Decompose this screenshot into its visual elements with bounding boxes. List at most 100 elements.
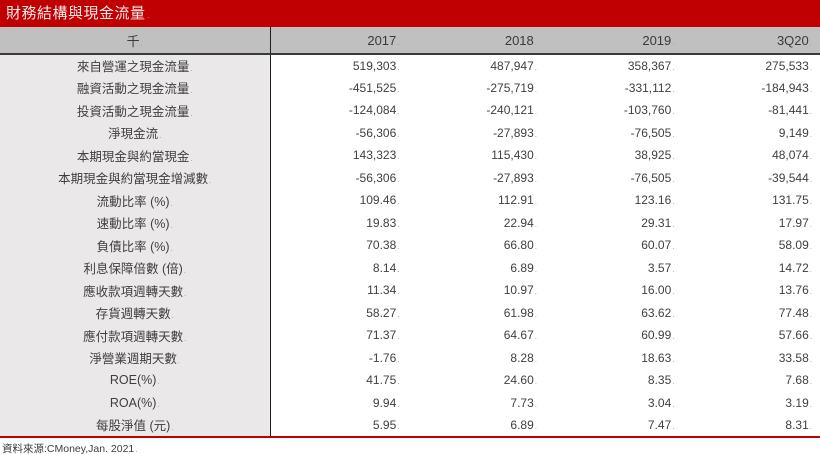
- cell-value: -56,306: [270, 121, 408, 144]
- cell-value: 16.00: [545, 279, 683, 302]
- table-header: 千 2017 2018 2019 3Q20: [0, 27, 820, 55]
- row-label: 流動比率 (%): [0, 189, 271, 212]
- table-row: 利息保障倍數 (倍)8.146.893.5714.72: [0, 256, 820, 279]
- cell-value: -81,441: [682, 99, 820, 122]
- cell-value: 7.73: [407, 391, 545, 414]
- cell-value: 3.57: [545, 256, 683, 279]
- cell-value: 17.97: [682, 211, 820, 234]
- source-note: 資料來源:CMoney,Jan. 2021: [0, 438, 820, 454]
- cell-value: 22.94: [407, 211, 545, 234]
- cell-value: 112.91: [407, 189, 545, 212]
- table-row: 本期現金與約當現金增減數-56,306-27,893-76,505-39,544: [0, 166, 820, 189]
- table-row: 每股淨值 (元)5.956.897.478.31: [0, 414, 820, 437]
- cell-value: 6.89: [407, 256, 545, 279]
- row-label: 投資活動之現金流量: [0, 99, 271, 122]
- cell-value: -451,525: [270, 76, 408, 99]
- row-label: 淨營業週期天數: [0, 346, 271, 369]
- table-row: 淨現金流-56,306-27,893-76,5059,149: [0, 121, 820, 144]
- unit-header-cell: 千: [0, 27, 271, 55]
- row-label: 負債比率 (%): [0, 234, 271, 257]
- table-row: 速動比率 (%)19.8322.9429.3117.97: [0, 211, 820, 234]
- row-label: 應付款項週轉天數: [0, 324, 271, 347]
- cell-value: 18.63: [545, 346, 683, 369]
- cell-value: 6.89: [407, 414, 545, 437]
- row-label: 應收款項週轉天數: [0, 279, 271, 302]
- cell-value: 38,925: [545, 144, 683, 167]
- cell-value: 71.37: [270, 324, 408, 347]
- column-header-2018: 2018: [407, 27, 545, 55]
- column-header-2019: 2019: [545, 27, 683, 55]
- row-label: ROA(%): [0, 391, 271, 414]
- cell-value: 3.04: [545, 391, 683, 414]
- table-row: 淨營業週期天數-1.768.2818.6333.58: [0, 346, 820, 369]
- table-row: 應付款項週轉天數71.3764.6760.9957.66: [0, 324, 820, 347]
- cell-value: -103,760: [545, 99, 683, 122]
- cell-value: 8.35: [545, 369, 683, 392]
- row-label: 融資活動之現金流量: [0, 76, 271, 99]
- table-body: 來自營運之現金流量519,303487,947358,367275,533融資活…: [0, 54, 820, 437]
- cell-value: -124,084: [270, 99, 408, 122]
- cell-value: 109.46: [270, 189, 408, 212]
- cell-value: 11.34: [270, 279, 408, 302]
- table-row: 負債比率 (%)70.3866.8060.0758.09: [0, 234, 820, 257]
- cell-value: 41.75: [270, 369, 408, 392]
- cell-value: 60.07: [545, 234, 683, 257]
- cell-value: 9.94: [270, 391, 408, 414]
- cell-value: 8.28: [407, 346, 545, 369]
- table-row: 投資活動之現金流量-124,084-240,121-103,760-81,441: [0, 99, 820, 122]
- row-label: ROE(%): [0, 369, 271, 392]
- page-title: 財務結構與現金流量: [0, 0, 820, 27]
- row-label: 淨現金流: [0, 121, 271, 144]
- cell-value: -275,719: [407, 76, 545, 99]
- table-row: ROE(%)41.7524.608.357.68: [0, 369, 820, 392]
- table-row: ROA(%)9.947.733.043.19: [0, 391, 820, 414]
- cell-value: 275,533: [682, 54, 820, 77]
- cell-value: 33.58: [682, 346, 820, 369]
- cell-value: 3.19: [682, 391, 820, 414]
- column-header-3q20: 3Q20: [682, 27, 820, 55]
- cell-value: 64.67: [407, 324, 545, 347]
- cell-value: 14.72: [682, 256, 820, 279]
- cell-value: 8.14: [270, 256, 408, 279]
- cell-value: 57.66: [682, 324, 820, 347]
- cell-value: -27,893: [407, 121, 545, 144]
- cell-value: 487,947: [407, 54, 545, 77]
- cell-value: 63.62: [545, 301, 683, 324]
- row-label: 本期現金與約當現金增減數: [0, 166, 271, 189]
- cell-value: 60.99: [545, 324, 683, 347]
- cell-value: -56,306: [270, 166, 408, 189]
- cell-value: 29.31: [545, 211, 683, 234]
- cell-value: 131.75: [682, 189, 820, 212]
- cell-value: 123.16: [545, 189, 683, 212]
- cell-value: -76,505: [545, 166, 683, 189]
- cell-value: -76,505: [545, 121, 683, 144]
- cell-value: 58.09: [682, 234, 820, 257]
- cell-value: 519,303: [270, 54, 408, 77]
- cell-value: -184,943: [682, 76, 820, 99]
- cell-value: 24.60: [407, 369, 545, 392]
- row-label: 速動比率 (%): [0, 211, 271, 234]
- row-label: 存貨週轉天數: [0, 301, 271, 324]
- financial-table: 千 2017 2018 2019 3Q20 來自營運之現金流量519,30348…: [0, 27, 820, 438]
- row-label: 本期現金與約當現金: [0, 144, 271, 167]
- cell-value: -39,544: [682, 166, 820, 189]
- cell-value: 70.38: [270, 234, 408, 257]
- cell-value: 7.68: [682, 369, 820, 392]
- row-label: 利息保障倍數 (倍): [0, 256, 271, 279]
- cell-value: 143,323: [270, 144, 408, 167]
- table-row: 存貨週轉天數58.2761.9863.6277.48: [0, 301, 820, 324]
- cell-value: 13.76: [682, 279, 820, 302]
- row-label: 來自營運之現金流量: [0, 54, 271, 77]
- cell-value: 9,149: [682, 121, 820, 144]
- cell-value: 115,430: [407, 144, 545, 167]
- table-row: 本期現金與約當現金143,323115,43038,92548,074: [0, 144, 820, 167]
- cell-value: -240,121: [407, 99, 545, 122]
- cell-value: 19.83: [270, 211, 408, 234]
- cell-value: 358,367: [545, 54, 683, 77]
- cell-value: -1.76: [270, 346, 408, 369]
- table-row: 融資活動之現金流量-451,525-275,719-331,112-184,94…: [0, 76, 820, 99]
- cell-value: 77.48: [682, 301, 820, 324]
- column-header-2017: 2017: [270, 27, 408, 55]
- cell-value: 10.97: [407, 279, 545, 302]
- row-label: 每股淨值 (元): [0, 414, 271, 437]
